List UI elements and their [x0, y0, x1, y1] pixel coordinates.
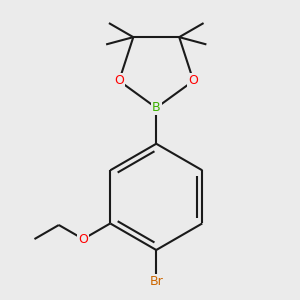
Text: O: O	[114, 74, 124, 87]
Text: B: B	[152, 101, 161, 114]
Text: O: O	[78, 232, 88, 246]
Text: O: O	[188, 74, 198, 87]
Text: Br: Br	[149, 275, 163, 288]
